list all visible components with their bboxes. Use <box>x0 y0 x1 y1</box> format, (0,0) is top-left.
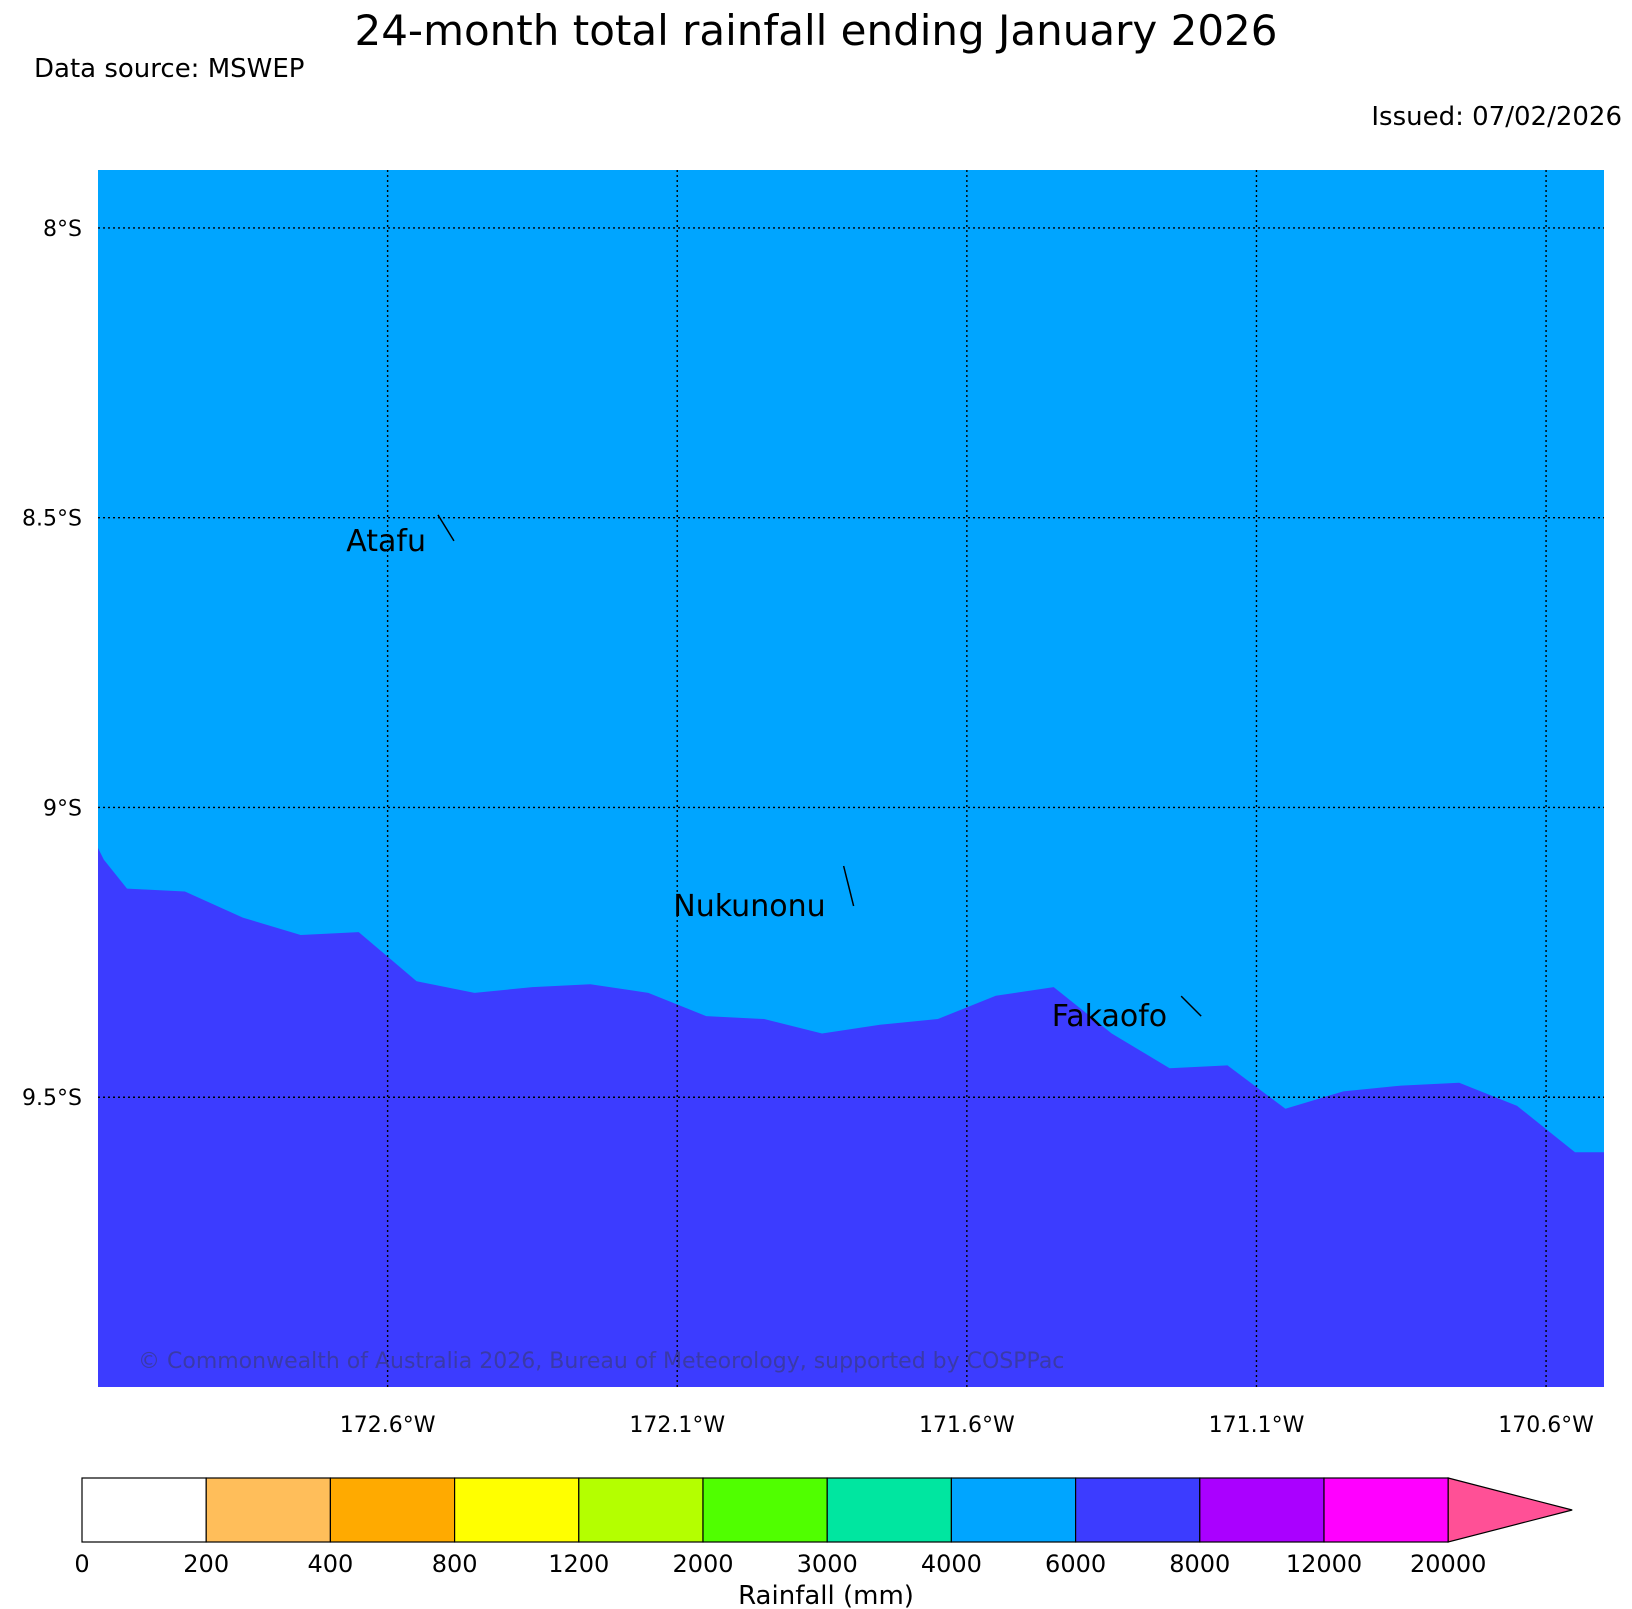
colorbar-tick-label: 20000 <box>1410 1550 1486 1578</box>
colorbar-segment <box>950 1477 1077 1543</box>
lat-tick-label: 9°S <box>43 796 82 821</box>
colorbar-tick-label: 200 <box>183 1550 229 1578</box>
colorbar-tick-label: 12000 <box>1286 1550 1362 1578</box>
map-area: 172.6°W 172.1°W 171.6°W 171.1°W 170.6°W 8°S 8.… <box>22 170 1604 1438</box>
rainfall-field-6000-8000 <box>98 848 1604 1387</box>
lat-tick-label: 8°S <box>43 217 82 242</box>
colorbar: 0 200 400 800 1200 2000 3000 4000 6000 8000 12000 2… <box>74 1477 1573 1609</box>
data-source-label: Data source: MSWEP <box>34 54 305 84</box>
colorbar-tick-label: 6000 <box>1045 1550 1106 1578</box>
colorbar-title: Rainfall (mm) <box>738 1581 914 1609</box>
colorbar-segment <box>578 1477 704 1543</box>
colorbar-segment <box>702 1477 828 1543</box>
colorbar-segment <box>1323 1477 1449 1543</box>
lat-tick-label: 8.5°S <box>22 507 82 532</box>
place-label-atafu: Atafu <box>346 524 426 559</box>
colorbar-tick-label: 2000 <box>672 1550 733 1578</box>
lon-tick-label: 172.1°W <box>629 1413 725 1438</box>
issued-date-label: Issued: 07/02/2026 <box>1371 102 1622 132</box>
colorbar-segment <box>826 1477 953 1543</box>
colorbar-tick-label: 3000 <box>797 1550 858 1578</box>
colorbar-tick-label: 800 <box>432 1550 478 1578</box>
place-label-nukunonu: Nukunonu <box>673 889 825 924</box>
lat-tick-label: 9.5°S <box>22 1086 82 1111</box>
colorbar-segment <box>1199 1477 1325 1543</box>
colorbar-tick-label: 0 <box>74 1550 89 1578</box>
island-outline <box>1180 995 1202 1017</box>
colorbar-segment <box>81 1477 207 1543</box>
colorbar-tick-label: 400 <box>307 1550 353 1578</box>
colorbar-tick-label: 4000 <box>921 1550 982 1578</box>
lon-tick-label: 171.1°W <box>1209 1413 1305 1438</box>
island-outline <box>842 865 855 907</box>
colorbar-extend-arrow <box>1447 1477 1573 1543</box>
lon-tick-label: 172.6°W <box>340 1413 436 1438</box>
lon-tick-label: 171.6°W <box>919 1413 1015 1438</box>
page-title: 24-month total rainfall ending January 2… <box>354 6 1278 55</box>
lon-tick-label: 170.6°W <box>1498 1413 1594 1438</box>
copyright-notice: © Commonwealth of Australia 2026, Bureau… <box>138 1349 1064 1374</box>
colorbar-segment <box>205 1477 331 1543</box>
colorbar-segment <box>1074 1477 1201 1543</box>
colorbar-tick-label: 1200 <box>548 1550 609 1578</box>
island-outline <box>437 514 455 542</box>
colorbar-segment <box>454 1477 580 1543</box>
colorbar-tick-label: 8000 <box>1169 1550 1230 1578</box>
colorbar-segment <box>329 1477 456 1543</box>
place-label-fakaofo: Fakaofo <box>1052 999 1167 1034</box>
